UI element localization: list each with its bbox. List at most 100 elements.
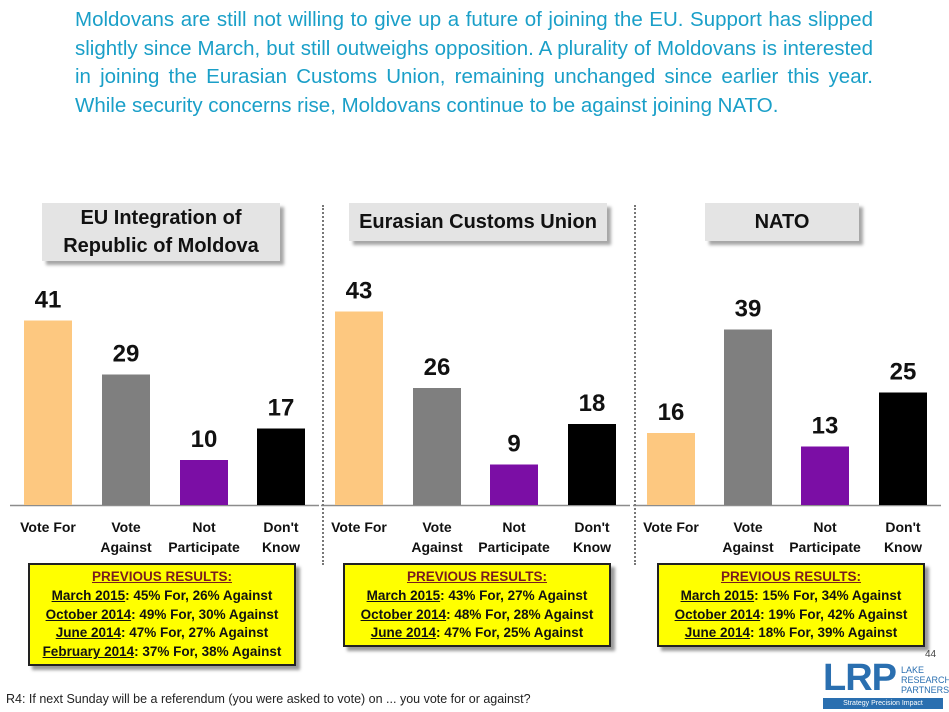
previous-results-row: October 2014: 48% For, 28% Against (347, 606, 607, 625)
footnote: R4: If next Sunday will be a referendum … (6, 692, 531, 706)
bar (24, 320, 72, 505)
previous-results-row: February 2014: 37% For, 38% Against (32, 643, 292, 662)
bar (724, 329, 772, 505)
category-label-line: Against (411, 539, 463, 555)
category-label-line: Against (100, 539, 152, 555)
category-label-line: Don't (574, 519, 610, 535)
category-label-line: Know (883, 539, 923, 555)
previous-results-heading: PREVIOUS RESULTS: (720, 569, 862, 584)
previous-results-values: : 47% For, 25% Against (436, 625, 584, 641)
category-label: Don't Know (858, 517, 948, 557)
category-label-line: Vote For (20, 519, 76, 535)
category-label-line: Not (813, 519, 837, 535)
previous-results-date: March 2015 (680, 587, 755, 603)
bar (102, 374, 150, 505)
chart-title: NATO (705, 203, 859, 241)
previous-results-row: October 2014: 49% For, 30% Against (32, 606, 292, 625)
previous-results-date: June 2014 (55, 625, 121, 641)
category-label: Vote For (3, 517, 93, 537)
previous-results-values: : 43% For, 27% Against (440, 587, 588, 603)
previous-results-row: June 2014: 18% For, 39% Against (661, 624, 921, 643)
bar-value-label: 16 (658, 399, 685, 426)
category-label: Vote Against (81, 517, 171, 557)
bar (879, 392, 927, 505)
previous-results-date: February 2014 (42, 644, 135, 660)
bar (490, 464, 538, 505)
bar (647, 433, 695, 505)
previous-results-box: PREVIOUS RESULTS: March 2015: 15% For, 34… (657, 563, 925, 648)
category-label: Don't Know (547, 517, 637, 557)
category-label-line: Participate (478, 539, 550, 555)
previous-results-row: June 2014: 47% For, 27% Against (32, 624, 292, 643)
category-label: Not Participate (469, 517, 559, 557)
category-label-line: Against (722, 539, 774, 555)
bar-value-label: 9 (507, 431, 520, 458)
bar-value-label: 17 (268, 395, 295, 422)
category-label-line: Vote (733, 519, 763, 535)
chart-title-line: Republic of Moldova (63, 235, 259, 257)
chart-title-text: Eurasian Customs Union (359, 208, 597, 236)
previous-results-box: PREVIOUS RESULTS: March 2015: 43% For, 27… (343, 563, 611, 648)
lrp-logo: LRP LAKE RESEARCH PARTNERS Strategy Prec… (823, 650, 949, 710)
category-label: Not Participate (159, 517, 249, 557)
category-label-line: Don't (263, 519, 299, 535)
previous-results-date: October 2014 (674, 606, 761, 622)
category-label-line: Know (261, 539, 301, 555)
bar-value-label: 39 (735, 296, 762, 323)
previous-results-date: October 2014 (45, 606, 132, 622)
previous-results-row: March 2015: 43% For, 27% Against (347, 587, 607, 606)
logo-name-line: PARTNERS (901, 685, 949, 695)
category-label: Vote Against (392, 517, 482, 557)
previous-results-values: : 37% For, 38% Against (134, 644, 282, 660)
previous-results-row: June 2014: 47% For, 25% Against (347, 624, 607, 643)
chart-title-line: NATO (754, 211, 810, 233)
previous-results-date: March 2015 (366, 587, 441, 603)
previous-results-values: : 49% For, 30% Against (131, 606, 279, 622)
category-label-line: Vote (111, 519, 141, 535)
bar (335, 311, 383, 505)
previous-results-heading: PREVIOUS RESULTS: (91, 569, 233, 584)
previous-results-date: June 2014 (370, 625, 436, 641)
chart-title-line: EU Integration of (80, 207, 242, 229)
previous-results-values: : 18% For, 39% Against (750, 625, 898, 641)
category-label: Vote For (314, 517, 404, 537)
category-label-line: Vote For (643, 519, 699, 535)
bar (413, 388, 461, 505)
previous-results-row: October 2014: 19% For, 42% Against (661, 606, 921, 625)
previous-results-date: October 2014 (360, 606, 447, 622)
previous-results-date: June 2014 (684, 625, 750, 641)
category-label: Don't Know (236, 517, 326, 557)
previous-results-values: : 19% For, 42% Against (760, 606, 908, 622)
bar-value-label: 13 (812, 413, 839, 440)
previous-results-values: : 48% For, 28% Against (446, 606, 594, 622)
category-label-line: Vote (422, 519, 452, 535)
logo-name-line: RESEARCH (901, 675, 949, 685)
bar-value-label: 26 (424, 354, 451, 381)
previous-results-row: March 2015: 15% For, 34% Against (661, 587, 921, 606)
chart-title: Eurasian Customs Union (349, 203, 607, 241)
bar (801, 446, 849, 505)
category-label-line: Don't (885, 519, 921, 535)
panel-divider (634, 205, 636, 565)
chart-title: EU Integration of Republic of Moldova (42, 203, 280, 261)
category-label: Vote Against (703, 517, 793, 557)
bar-value-label: 25 (890, 359, 917, 386)
bar (257, 428, 305, 505)
chart-title-line: Eurasian Customs Union (359, 211, 597, 233)
category-label: Not Participate (780, 517, 870, 557)
headline-text: Moldovans are still not willing to give … (75, 8, 873, 117)
previous-results-values: : 47% For, 27% Against (121, 625, 269, 641)
bar (568, 424, 616, 505)
previous-results-values: : 15% For, 34% Against (754, 587, 902, 603)
bar-value-label: 41 (35, 287, 62, 314)
category-label-line: Participate (789, 539, 861, 555)
chart-title-text: EU Integration of Republic of Moldova (63, 204, 259, 260)
logo-name: LAKE RESEARCH PARTNERS (901, 665, 949, 695)
bar-value-label: 43 (346, 278, 373, 305)
page-number: 44 (925, 649, 937, 660)
logo-mark: LRP (823, 657, 897, 699)
previous-results-row: March 2015: 45% For, 26% Against (32, 587, 292, 606)
category-label-line: Vote For (331, 519, 387, 535)
previous-results-date: March 2015 (51, 587, 126, 603)
category-label: Vote For (626, 517, 716, 537)
